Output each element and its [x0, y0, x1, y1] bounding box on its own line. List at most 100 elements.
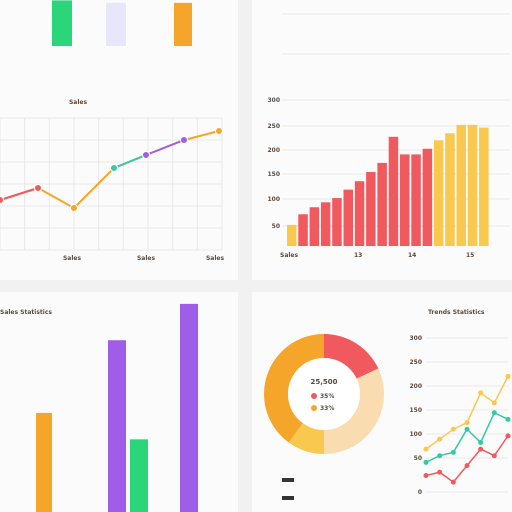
bar-15 — [456, 124, 466, 246]
x-tick-label-1: 13 — [354, 252, 362, 259]
bar-chart-sales-statistics: Sales Statistics — [0, 303, 198, 512]
bar-5 — [343, 189, 353, 246]
bar-1 — [52, 0, 72, 46]
bar-0 — [36, 412, 52, 512]
donut-slice-3 — [264, 334, 324, 443]
data-point-1-6 — [505, 416, 511, 422]
bar-5 — [174, 2, 192, 47]
data-point-1-1 — [437, 453, 443, 459]
donut-slice-1 — [324, 368, 384, 454]
y-tick-label-5: 50 — [272, 223, 280, 230]
data-point-2-2 — [450, 479, 456, 485]
y-tick-label-0: 300 — [409, 335, 422, 342]
data-point-2-3 — [464, 463, 470, 469]
bar-chart-top-left-panel: Sales Sales Sales Sales — [0, 0, 238, 280]
data-point-0-0 — [423, 446, 429, 452]
bar-13 — [433, 140, 444, 246]
y-tick-label-5: 50 — [414, 455, 422, 462]
bar-14 — [445, 133, 455, 246]
bar-8 — [377, 162, 387, 246]
legend-mark-b — [282, 496, 294, 500]
bar-3 — [180, 303, 198, 512]
data-point-1-2 — [450, 449, 456, 455]
bar-2 — [309, 207, 320, 246]
data-point-3-1 — [180, 136, 188, 144]
donut-slice-0 — [324, 334, 379, 379]
y-tick-label-1: 250 — [409, 359, 422, 366]
bar-chart-top-right-panel: 300 250 200 150 100 50 Sales 13 14 15 — [252, 0, 512, 280]
series-line-3 — [145, 139, 185, 156]
data-point-0-2 — [70, 204, 78, 212]
bar-10 — [400, 154, 410, 246]
x-tick-label-2: Sales — [206, 255, 224, 262]
data-point-2-6 — [505, 433, 511, 439]
bar-chart-top-right: 300 250 200 150 100 50 Sales 13 14 15 — [267, 13, 510, 259]
donut-slice-2 — [288, 423, 324, 454]
bar-4 — [332, 198, 342, 246]
x-tick-label-3: 15 — [466, 252, 474, 259]
y-tick-label-0: 300 — [267, 97, 280, 104]
y-tick-label-2: 200 — [409, 383, 422, 390]
x-tick-label-1: Sales — [137, 255, 155, 262]
legend-swatch-1 — [311, 405, 317, 411]
bar-2 — [130, 439, 148, 512]
bar-12 — [422, 148, 433, 246]
data-point-3-0 — [142, 151, 150, 159]
data-point-1-0 — [423, 459, 429, 465]
legend-label-1: 33% — [320, 405, 334, 412]
data-point-0-6 — [505, 373, 511, 379]
data-point-1-4 — [478, 439, 484, 445]
data-point-2-0 — [423, 473, 429, 479]
donut-hole — [288, 358, 360, 430]
data-point-0-2 — [450, 426, 456, 432]
x-tick-label-0: Sales — [63, 255, 81, 262]
data-point-2-4 — [478, 446, 484, 452]
bar-3 — [106, 2, 126, 47]
data-point-2-5 — [491, 453, 497, 459]
legend-swatch-0 — [311, 393, 317, 399]
y-tick-label-6: 0 — [418, 489, 422, 496]
x-tick-label-0: Sales — [280, 252, 298, 259]
line-chart-trends: Trends Statistics 300 250 200 150 100 50 0 — [409, 309, 511, 496]
chart-title: Sales Statistics — [0, 309, 52, 316]
data-point-0-6 — [215, 127, 223, 135]
data-point-0-1 — [437, 436, 443, 442]
bar-9 — [388, 136, 399, 246]
data-point-1-1 — [34, 184, 42, 192]
donut-chart: 25,500 35% 33% — [264, 334, 384, 500]
y-tick-label-3: 150 — [409, 407, 422, 414]
bar-6 — [354, 181, 365, 246]
data-point-2-1 — [437, 469, 443, 475]
bar-11 — [411, 154, 421, 246]
data-point-2-0 — [110, 164, 118, 172]
legend-label-0: 35% — [320, 393, 334, 400]
donut-and-line-panel: 25,500 35% 33% Trends Statistics 300 250 200 1… — [252, 292, 512, 512]
data-point-0-5 — [491, 400, 497, 406]
y-tick-label-3: 150 — [267, 171, 280, 178]
bar-17 — [479, 127, 489, 246]
y-tick-label-2: 200 — [267, 147, 280, 154]
bar-3 — [320, 202, 331, 246]
y-tick-label-1: 250 — [267, 123, 280, 130]
bar-chart-bottom-left-panel: Sales Statistics — [0, 292, 238, 512]
data-point-1-0 — [0, 196, 4, 204]
bar-1 — [108, 340, 126, 512]
chart-title: Sales — [69, 99, 87, 106]
bar-0 — [287, 224, 297, 246]
legend-mark-a — [282, 478, 294, 482]
x-tick-label-2: 14 — [408, 252, 416, 259]
donut-center-label: 25,500 — [310, 378, 337, 386]
bar-16 — [467, 124, 478, 246]
chart-title: Trends Statistics — [428, 309, 485, 316]
y-tick-label-4: 100 — [267, 196, 280, 203]
data-point-0-4 — [478, 390, 484, 396]
data-point-1-5 — [491, 410, 497, 416]
data-point-0-3 — [464, 420, 470, 426]
series-line-1 — [0, 187, 39, 201]
series-line-2 — [425, 435, 509, 484]
line-chart-sales: Sales Sales Sales Sales — [0, 99, 224, 262]
bar-7 — [366, 172, 376, 246]
series-line-2 — [113, 154, 147, 169]
data-point-1-3 — [464, 426, 470, 432]
y-tick-label-4: 100 — [409, 431, 422, 438]
